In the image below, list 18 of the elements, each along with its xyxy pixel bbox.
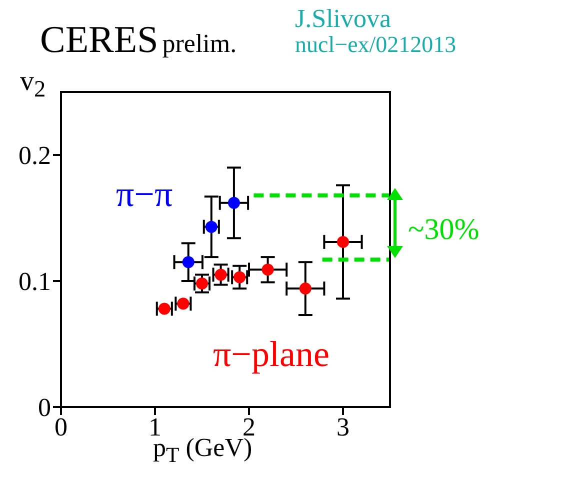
- series-label: π−plane: [213, 333, 330, 375]
- y-tick-label: 0: [38, 393, 51, 422]
- text: J.Slivova: [295, 4, 392, 34]
- point: [299, 282, 312, 295]
- point: [262, 264, 274, 276]
- point: [182, 256, 194, 268]
- point: [337, 236, 349, 248]
- chart-subtitle: prelim.: [162, 29, 237, 58]
- text: nucl−ex/0212013: [295, 32, 456, 58]
- x-tick-label: 3: [336, 412, 350, 442]
- y-tick-label: 0.1: [18, 267, 51, 296]
- series-label: π−π: [116, 173, 173, 215]
- y-axis-title: v$_{2}$: [20, 66, 46, 104]
- chart-title: CERES: [40, 19, 158, 61]
- text: ~30%: [408, 213, 480, 247]
- point: [228, 196, 240, 209]
- y-tick-label: 0.2: [18, 141, 51, 170]
- x-tick-label: 1: [148, 412, 162, 442]
